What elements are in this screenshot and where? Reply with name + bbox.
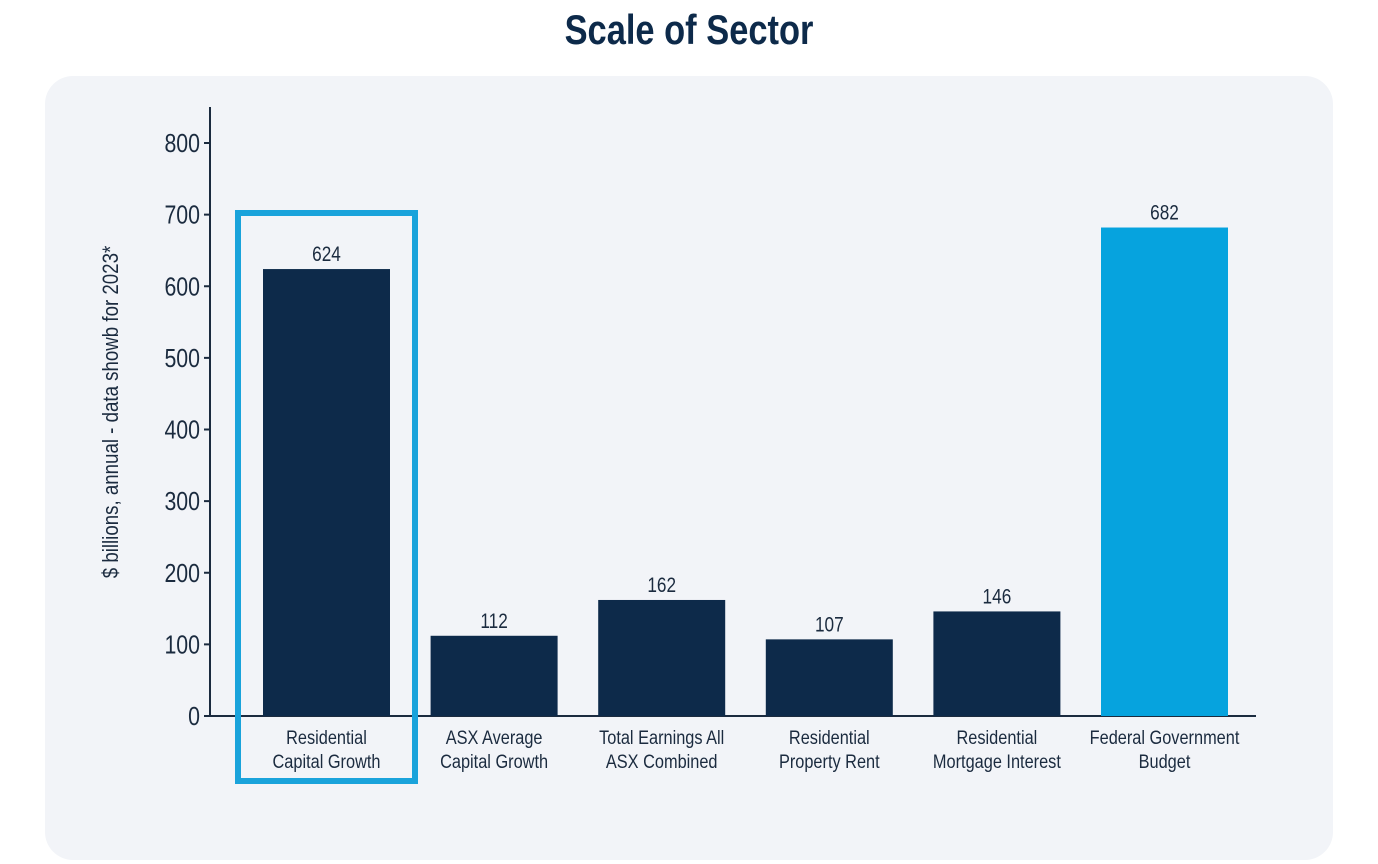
x-tick-label: ASX Combined — [606, 751, 718, 772]
x-tick-label: Federal Government — [1090, 727, 1240, 748]
x-tick-label: Mortgage Interest — [933, 751, 1061, 772]
y-tick-label: 0 — [188, 702, 200, 732]
x-tick-label: Property Rent — [779, 751, 880, 772]
x-tick-label: Residential — [789, 727, 870, 748]
data-label: 162 — [647, 574, 676, 597]
x-tick-label: Total Earnings All — [599, 727, 724, 748]
data-label: 107 — [815, 614, 844, 637]
x-tick-label: ASX Average — [446, 727, 543, 748]
x-tick-label: Residential — [957, 727, 1038, 748]
axes: 0 100 200 300 400 500 600 700 800 — [164, 107, 1256, 732]
data-label: 146 — [983, 586, 1012, 609]
y-tick-label: 800 — [164, 129, 200, 159]
y-tick-label: 100 — [164, 630, 200, 660]
bars: 624 Residential Capital Growth 112 ASX Avera… — [263, 202, 1239, 772]
y-axis-label: $ billions, annual - data showb for 2023… — [100, 246, 124, 579]
data-label: 682 — [1150, 202, 1179, 225]
highlight-box — [235, 210, 418, 784]
chart-title: Scale of Sector — [564, 6, 814, 53]
y-tick-label: 500 — [164, 344, 200, 374]
y-tick-label: 600 — [164, 272, 200, 302]
highlight-group — [235, 210, 418, 784]
bar — [263, 269, 390, 716]
data-label: 112 — [480, 610, 507, 633]
bar — [430, 635, 558, 716]
y-tick-label: 200 — [164, 559, 200, 589]
bar — [1101, 227, 1228, 716]
y-axis-label-group: $ billions, annual - data showb for 2023… — [100, 246, 124, 579]
bar — [765, 639, 893, 716]
bar — [933, 611, 1061, 716]
x-tick-label: Residential — [286, 727, 367, 748]
y-tick-label: 300 — [164, 487, 200, 517]
y-tick-label: 700 — [164, 201, 200, 231]
y-tick-label: 400 — [164, 416, 200, 446]
x-tick-label: Capital Growth — [273, 751, 381, 772]
data-label: 624 — [312, 244, 341, 267]
x-tick-label: Budget — [1139, 751, 1191, 772]
x-tick-label: Capital Growth — [440, 751, 548, 772]
bar — [598, 599, 726, 716]
